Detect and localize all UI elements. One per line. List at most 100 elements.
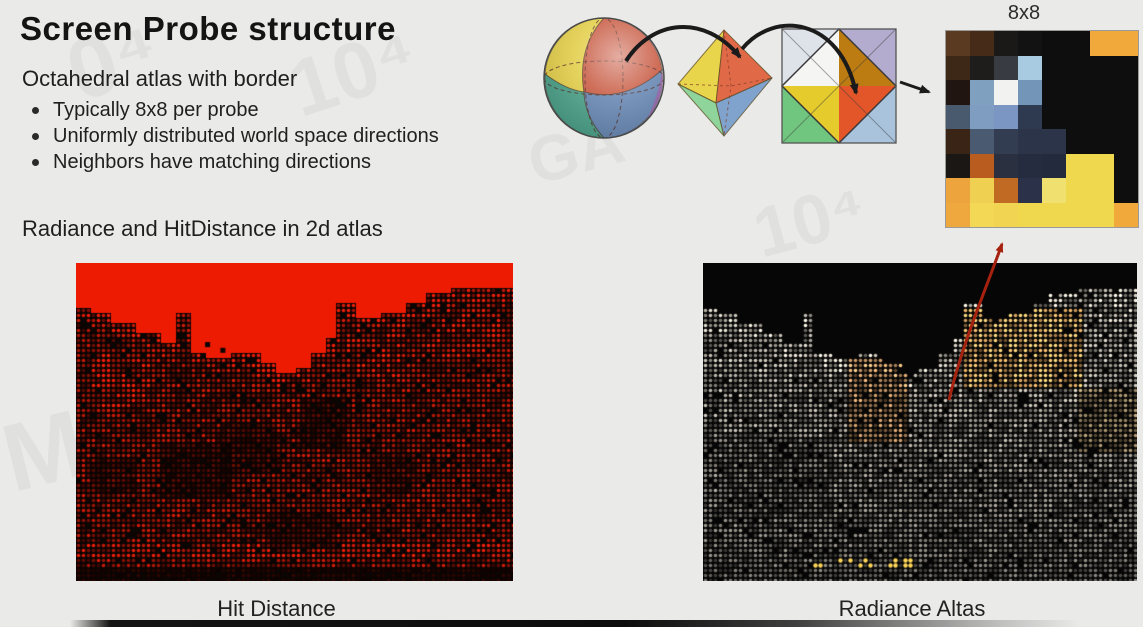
- sphere-diagram: [543, 17, 665, 139]
- sphere-outline: [543, 17, 665, 139]
- map-diagonals: [781, 28, 897, 144]
- map-inner-top-left: [782, 29, 839, 86]
- probe-pixel: [1042, 31, 1066, 56]
- probe-pixel: [1090, 80, 1114, 105]
- probe-pixel: [1090, 178, 1114, 203]
- probe-pixel: [1090, 129, 1114, 154]
- probe-pixel: [994, 80, 1018, 105]
- probe-pixel: [1090, 153, 1114, 178]
- page-title: Screen Probe structure: [20, 10, 396, 47]
- octahedron-face-red: [715, 29, 773, 104]
- probe-pixel: [1114, 104, 1138, 129]
- probe-pixel: [994, 129, 1018, 154]
- map-corner-top-right: [839, 29, 896, 86]
- probe-pixel: [994, 55, 1018, 80]
- octahedron-face-yellow: [677, 29, 725, 104]
- probe-pixel: [946, 153, 970, 178]
- bullet-list: Typically 8x8 per probe Uniformly distri…: [32, 99, 439, 177]
- sphere-to-octahedron-arrow: [624, 25, 742, 63]
- probe-pixel: [1090, 104, 1114, 129]
- probe-pixel: [1066, 80, 1090, 105]
- octahedron-to-map-arrow: [740, 23, 859, 95]
- probe-pixel: [1114, 178, 1138, 203]
- map-inner-bottom-left: [782, 86, 839, 143]
- watermark: 10⁴: [745, 167, 874, 273]
- probe-pixel: [970, 80, 994, 105]
- octahedron-face-green: [677, 83, 725, 137]
- probe-pixel: [946, 80, 970, 105]
- probe-pixel: [1018, 202, 1042, 227]
- probe-pixel: [946, 104, 970, 129]
- sphere-meridian-dashed: [584, 17, 624, 139]
- probe-pixel: [970, 31, 994, 56]
- probe-pixel: [1114, 31, 1138, 56]
- map-corner-bottom-right: [839, 86, 896, 143]
- probe-pixel: [994, 153, 1018, 178]
- probe-pixel: [1066, 153, 1090, 178]
- probe-pixel: [1042, 104, 1066, 129]
- probe-grid: [945, 30, 1139, 228]
- probe-pixel: [1018, 153, 1042, 178]
- octahedron-hidden-edges-dashed: [677, 29, 773, 137]
- map-corner-top-left: [782, 29, 839, 86]
- probe-pixel: [994, 31, 1018, 56]
- bottom-letterbox-strip: [70, 620, 1080, 627]
- probe-pixel: [970, 178, 994, 203]
- probe-pixel: [1114, 153, 1138, 178]
- octahedron-face-blue: [715, 77, 773, 137]
- probe-pixel: [1066, 31, 1090, 56]
- map-diamond-edges: [780, 27, 898, 145]
- octahedron-diagram: [677, 29, 773, 137]
- probe-pixel: [994, 202, 1018, 227]
- probe-pixel: [1090, 31, 1114, 56]
- probe-pixel: [1066, 202, 1090, 227]
- probe-pixel: [1114, 55, 1138, 80]
- subtitle: Octahedral atlas with border: [22, 66, 298, 91]
- probe-pixel: [1018, 178, 1042, 203]
- map-corner-bottom-left: [782, 86, 839, 143]
- probe-pixel: [970, 55, 994, 80]
- probe-pixel: [970, 202, 994, 227]
- probe-pixel: [1090, 55, 1114, 80]
- probe-pixel: [946, 178, 970, 203]
- bullet-item: Neighbors have matching directions: [32, 151, 439, 177]
- sphere-octant-blue: [583, 69, 664, 139]
- sphere-octant-teal: [544, 73, 606, 139]
- probe-pixel: [1066, 129, 1090, 154]
- probe-pixel: [1042, 129, 1066, 154]
- probe-grid-label: 8x8: [1007, 2, 1041, 24]
- sphere-shading: [544, 18, 664, 138]
- sphere-equator-dashed: [543, 60, 665, 96]
- probe-pixel: [1018, 55, 1042, 80]
- probe-pixel: [994, 104, 1018, 129]
- probe-pixel: [1018, 104, 1042, 129]
- map-to-grid-arrow: [899, 80, 931, 94]
- probe-pixel: [994, 178, 1018, 203]
- probe-pixel: [1066, 178, 1090, 203]
- probe-pixel: [1066, 104, 1090, 129]
- probe-pixel: [970, 153, 994, 178]
- radiance-atlas-image: [703, 263, 1137, 581]
- probe-pixel: [946, 202, 970, 227]
- probe-pixel: [946, 55, 970, 80]
- bullet-dot: [32, 133, 39, 140]
- probe-pixel: [1018, 129, 1042, 154]
- bullet-dot: [32, 159, 39, 166]
- probe-pixel: [1090, 202, 1114, 227]
- sphere-octant-red: [582, 17, 663, 96]
- watermark: GA: [520, 103, 632, 199]
- bullet-item: Uniformly distributed world space direct…: [32, 125, 439, 151]
- map-square-outline: [781, 28, 897, 144]
- section-caption: Radiance and HitDistance in 2d atlas: [22, 216, 383, 241]
- octahedral-map-diagram: [780, 27, 898, 145]
- bullet-dot: [32, 107, 39, 114]
- probe-pixel: [946, 129, 970, 154]
- probe-pixel: [946, 31, 970, 56]
- map-inner-top-right: [839, 29, 896, 86]
- probe-pixel: [970, 129, 994, 154]
- probe-pixel: [1042, 80, 1066, 105]
- bullet-text: Uniformly distributed world space direct…: [53, 125, 439, 147]
- hit-distance-label: Hit Distance: [217, 596, 336, 621]
- bullet-item: Typically 8x8 per probe: [32, 99, 439, 125]
